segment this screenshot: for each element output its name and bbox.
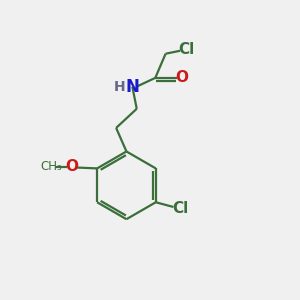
Text: CH₃: CH₃ <box>40 160 62 173</box>
Text: H: H <box>113 80 125 94</box>
Text: Cl: Cl <box>179 42 195 57</box>
Text: Cl: Cl <box>172 201 188 216</box>
Text: O: O <box>175 70 188 86</box>
Text: O: O <box>66 159 79 174</box>
Text: N: N <box>126 78 140 96</box>
